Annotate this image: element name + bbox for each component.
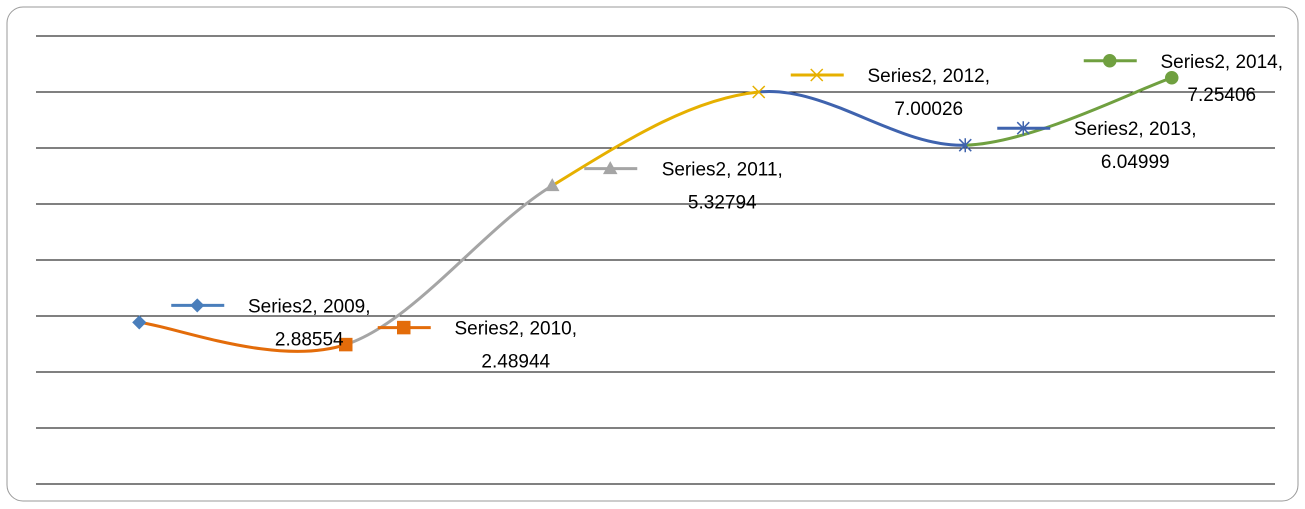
data-label-line: Series2, 2010,	[454, 319, 577, 340]
data-label: Series2, 2009, 2.88554	[248, 296, 371, 350]
data-label-group: Series2, 2014, 7.25406	[1083, 52, 1283, 106]
data-label-group: Series2, 2012, 7.00026	[790, 66, 990, 120]
data-label-group: Series2, 2009, 2.88554	[171, 296, 371, 350]
data-label: Series2, 2014, 7.25406	[1160, 52, 1283, 106]
data-label: Series2, 2012, 7.00026	[867, 66, 990, 120]
data-label-line: 7.00026	[894, 99, 963, 120]
marker	[339, 337, 353, 352]
data-label: Series2, 2013, 6.04999	[1074, 119, 1197, 173]
data-label-line: 6.04999	[1101, 152, 1170, 173]
data-label-group: Series2, 2013, 6.04999	[997, 119, 1197, 173]
marker	[190, 298, 205, 313]
line-segment	[758, 89, 966, 147]
data-label-group: Series2, 2011, 5.32794	[584, 160, 783, 214]
chart-border	[6, 6, 1299, 502]
data-label: Series2, 2010, 2.48944	[454, 319, 577, 373]
marker	[1103, 54, 1117, 68]
line-segment	[139, 320, 347, 353]
data-label-line: Series2, 2013,	[1074, 119, 1197, 140]
marker	[1165, 71, 1179, 85]
marker	[397, 320, 411, 335]
data-label-line: Series2, 2011,	[662, 160, 783, 181]
data-label: Series2, 2011, 5.32794	[662, 160, 783, 214]
data-label-line: 2.48944	[481, 352, 550, 373]
data-label-line: 2.88554	[275, 329, 344, 350]
line-segment	[345, 184, 554, 347]
data-label-group: Series2, 2010, 2.48944	[377, 319, 577, 373]
line-segment	[551, 90, 759, 187]
marker	[752, 85, 766, 99]
data-label-line: 5.32794	[688, 193, 757, 214]
marker	[810, 68, 824, 82]
marker	[1016, 121, 1030, 136]
marker	[544, 178, 560, 192]
data-label-line: 7.25406	[1187, 85, 1256, 106]
data-label-line: Series2, 2012,	[867, 66, 990, 87]
data-label-line: Series2, 2009,	[248, 296, 371, 317]
line-segment	[965, 76, 1173, 147]
marker	[602, 161, 618, 175]
marker	[132, 315, 147, 330]
data-label-line: Series2, 2014,	[1160, 52, 1283, 73]
marker	[958, 138, 972, 153]
